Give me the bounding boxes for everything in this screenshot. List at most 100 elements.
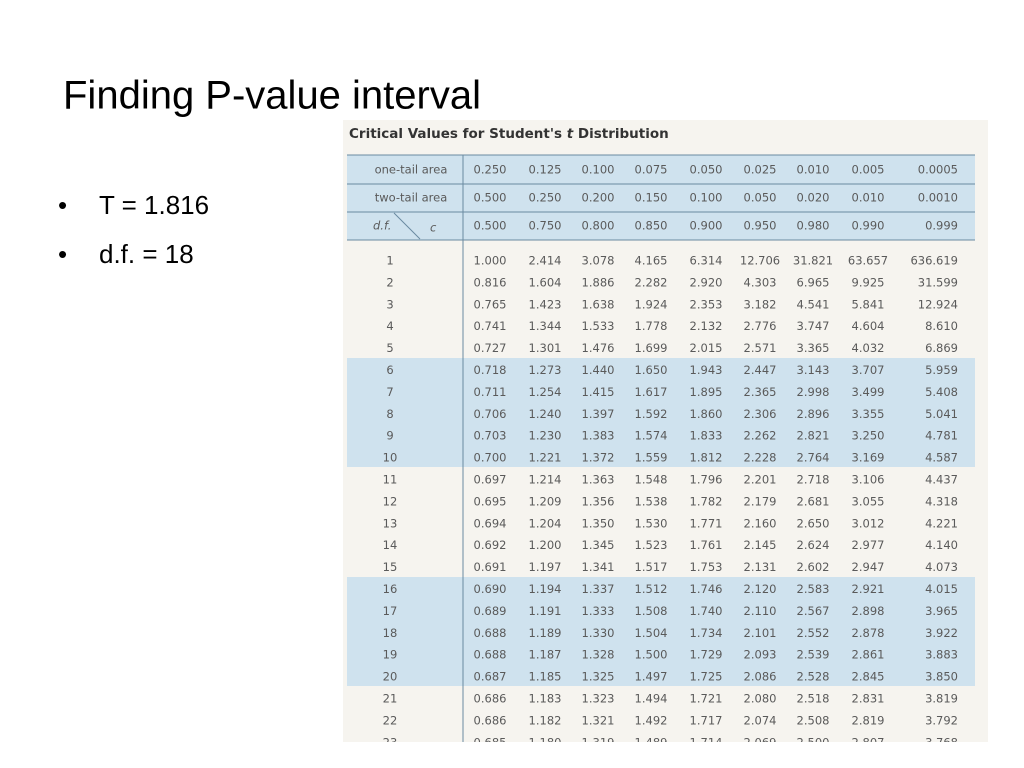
- value-cell: 4.015: [925, 582, 958, 596]
- shaded-band: [347, 358, 975, 467]
- value-cell: 2.776: [744, 319, 777, 333]
- value-cell: 4.032: [852, 341, 885, 355]
- value-cell: 1.714: [690, 735, 723, 749]
- value-cell: 2.414: [529, 254, 562, 268]
- value-cell: 1.533: [582, 319, 615, 333]
- header-cell: 0.125: [529, 163, 562, 177]
- value-cell: 1.494: [635, 692, 668, 706]
- value-cell: 2.110: [744, 604, 777, 618]
- value-cell: 0.689: [474, 604, 507, 618]
- value-cell: 1.189: [529, 626, 562, 640]
- value-cell: 0.691: [474, 560, 507, 574]
- header-cell: 0.050: [744, 191, 777, 205]
- value-cell: 1.538: [635, 494, 668, 508]
- value-cell: 6.869: [925, 341, 958, 355]
- value-cell: 1.833: [690, 429, 723, 443]
- value-cell: 2.567: [797, 604, 830, 618]
- df-cell: 4: [386, 319, 393, 333]
- value-cell: 0.690: [474, 582, 507, 596]
- value-cell: 2.365: [744, 385, 777, 399]
- value-cell: 4.781: [925, 429, 958, 443]
- value-cell: 3.747: [797, 319, 830, 333]
- value-cell: 2.571: [744, 341, 777, 355]
- value-cell: 1.699: [635, 341, 668, 355]
- header-cell: 0.900: [690, 219, 723, 233]
- header-cell: 0.950: [744, 219, 777, 233]
- value-cell: 1.729: [690, 648, 723, 662]
- value-cell: 0.692: [474, 538, 507, 552]
- value-cell: 2.015: [690, 341, 723, 355]
- header-label: two-tail area: [375, 191, 448, 205]
- value-cell: 4.541: [797, 297, 830, 311]
- value-cell: 0.688: [474, 648, 507, 662]
- value-cell: 1.372: [582, 451, 615, 465]
- value-cell: 1.383: [582, 429, 615, 443]
- value-cell: 1.753: [690, 560, 723, 574]
- value-cell: 2.539: [797, 648, 830, 662]
- header-cell: 0.200: [582, 191, 615, 205]
- corner-diagonal: [393, 212, 421, 240]
- value-cell: 4.140: [925, 538, 958, 552]
- value-cell: 1.397: [582, 407, 615, 421]
- value-cell: 1.301: [529, 341, 562, 355]
- value-cell: 2.831: [852, 692, 885, 706]
- df-cell: 12: [383, 494, 398, 508]
- value-cell: 1.721: [690, 692, 723, 706]
- header-cell: 0.150: [635, 191, 668, 205]
- value-cell: 4.318: [925, 494, 958, 508]
- value-cell: 1.761: [690, 538, 723, 552]
- value-cell: 1.650: [635, 363, 668, 377]
- value-cell: 4.073: [925, 560, 958, 574]
- value-cell: 1.638: [582, 297, 615, 311]
- value-cell: 2.821: [797, 429, 830, 443]
- value-cell: 2.228: [744, 451, 777, 465]
- value-cell: 4.165: [635, 254, 668, 268]
- value-cell: 0.765: [474, 297, 507, 311]
- value-cell: 1.350: [582, 516, 615, 530]
- value-cell: 3.768: [925, 735, 958, 749]
- value-cell: 0.695: [474, 494, 507, 508]
- value-cell: 4.437: [925, 473, 958, 487]
- value-cell: 1.943: [690, 363, 723, 377]
- shaded-band: [347, 577, 975, 686]
- value-cell: 2.807: [852, 735, 885, 749]
- value-cell: 1.185: [529, 670, 562, 684]
- value-cell: 1.221: [529, 451, 562, 465]
- bullet-dot: •: [58, 190, 67, 220]
- value-cell: 2.086: [744, 670, 777, 684]
- value-cell: 2.921: [852, 582, 885, 596]
- header-cell: 0.100: [582, 163, 615, 177]
- value-cell: 636.619: [910, 254, 958, 268]
- df-cell: 19: [383, 648, 398, 662]
- value-cell: 2.160: [744, 516, 777, 530]
- value-cell: 2.282: [635, 275, 668, 289]
- value-cell: 4.587: [925, 451, 958, 465]
- value-cell: 2.093: [744, 648, 777, 662]
- header-cell: 0.010: [797, 163, 830, 177]
- value-cell: 63.657: [848, 254, 888, 268]
- value-cell: 1.508: [635, 604, 668, 618]
- value-cell: 2.861: [852, 648, 885, 662]
- value-cell: 1.895: [690, 385, 723, 399]
- t-table: Critical Values for Student's t Distribu…: [343, 120, 988, 749]
- value-cell: 2.131: [744, 560, 777, 574]
- value-cell: 2.998: [797, 385, 830, 399]
- value-cell: 1.341: [582, 560, 615, 574]
- value-cell: 2.896: [797, 407, 830, 421]
- df-cell: 11: [383, 473, 398, 487]
- value-cell: 31.821: [793, 254, 833, 268]
- header-cell: 0.850: [635, 219, 668, 233]
- value-cell: 3.250: [852, 429, 885, 443]
- value-cell: 1.734: [690, 626, 723, 640]
- table-title-part: Critical Values for Student's: [349, 126, 567, 142]
- df-cell: 5: [386, 341, 393, 355]
- df-cell: 3: [386, 297, 393, 311]
- table-title: Critical Values for Student's t Distribu…: [349, 126, 669, 142]
- value-cell: 4.221: [925, 516, 958, 530]
- value-cell: 1.746: [690, 582, 723, 596]
- value-cell: 5.841: [852, 297, 885, 311]
- value-cell: 2.898: [852, 604, 885, 618]
- value-cell: 6.965: [797, 275, 830, 289]
- value-cell: 2.977: [852, 538, 885, 552]
